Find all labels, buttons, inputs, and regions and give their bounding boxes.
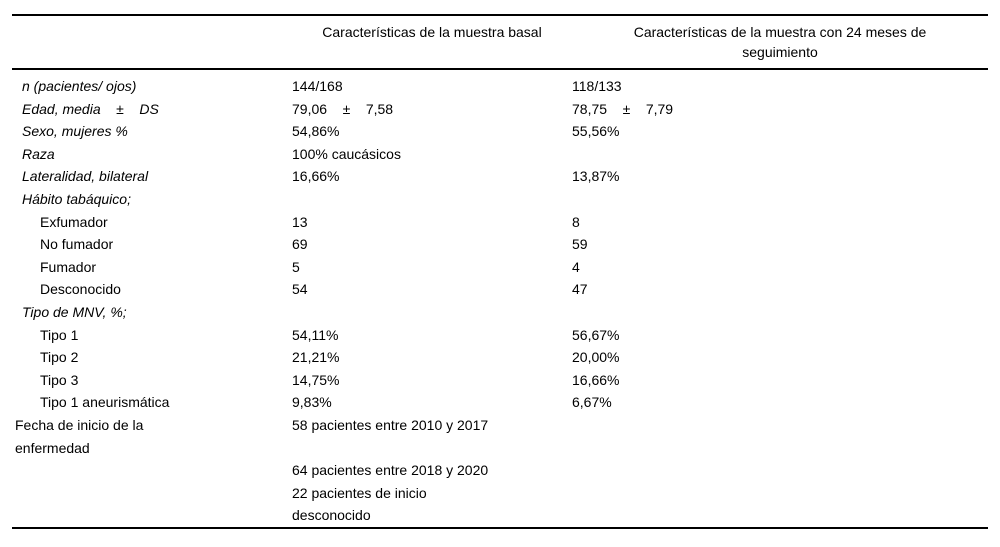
column-header-seguimiento-label: Características de la muestra con 24 mes…: [633, 24, 927, 60]
basal-value: 13: [292, 213, 308, 230]
row-label: No fumador: [40, 236, 114, 253]
table-row-fecha-inicio: Fecha de inicio de la enfermedad 58 paci…: [12, 414, 988, 459]
row-label: [12, 459, 292, 482]
basal-value: 58 pacientes entre 2010 y 2017: [292, 416, 489, 433]
seguimiento-value: 59: [572, 236, 588, 253]
seguimiento-value: 16,66%: [572, 371, 620, 388]
basal-value: 9,83%: [292, 394, 332, 411]
table-row-fecha-inicio-2: 64 pacientes entre 2018 y 2020: [12, 459, 988, 482]
table-row-exfumador: Exfumador 13 8: [12, 211, 988, 234]
seguimiento-value: [572, 301, 988, 324]
sample-characteristics-table: Características de la muestra basal Cara…: [12, 14, 988, 529]
table-row-sexo: Sexo, mujeres % 54,86% 55,56%: [12, 120, 988, 143]
seguimiento-value: 47: [572, 281, 588, 298]
row-label: Exfumador: [40, 213, 108, 230]
row-label: Desconocido: [40, 281, 121, 298]
seguimiento-value: 6,67%: [572, 394, 612, 411]
header-row: Características de la muestra basal Cara…: [12, 15, 988, 69]
row-label: Tipo de MNV, %;: [22, 303, 127, 320]
basal-value: 100% caucásicos: [292, 145, 401, 162]
basal-value: 54,11%: [292, 326, 339, 343]
basal-value: 79,06 ± 7,58: [292, 100, 394, 117]
seguimiento-value: 8: [572, 213, 580, 230]
table-row-desconocido: Desconocido 54 47: [12, 278, 988, 301]
table-row-no-fumador: No fumador 69 59: [12, 233, 988, 256]
table-row-tipo3: Tipo 3 14,75% 16,66%: [12, 369, 988, 392]
table-row-tipo2: Tipo 2 21,21% 20,00%: [12, 346, 988, 369]
row-label: Tipo 1: [40, 326, 79, 343]
basal-value: 16,66%: [292, 168, 340, 185]
table-row-habito-tabaquico: Hábito tabáquico;: [12, 188, 988, 211]
row-label: n (pacientes/ ojos): [22, 78, 137, 94]
table-row-fecha-inicio-3: 22 pacientes de inicio desconocido: [12, 482, 988, 528]
basal-value: 22 pacientes de inicio desconocido: [292, 484, 427, 524]
seguimiento-value: 78,75 ± 7,79: [572, 100, 674, 117]
seguimiento-value: [572, 414, 988, 459]
row-label: Edad, media ± DS: [22, 100, 159, 117]
table-row-tipo1-aneurismatica: Tipo 1 aneurismática 9,83% 6,67%: [12, 391, 988, 414]
row-label: Hábito tabáquico;: [22, 190, 131, 207]
table-row-edad: Edad, media ± DS 79,06 ± 7,58 78,75 ± 7,…: [12, 98, 988, 121]
row-label: Fecha de inicio de la enfermedad: [15, 416, 144, 456]
basal-value: 54: [292, 281, 308, 298]
seguimiento-value: 55,56%: [572, 123, 620, 140]
basal-value: [292, 188, 572, 211]
row-label: Tipo 2: [40, 349, 79, 366]
row-label: Fumador: [40, 258, 97, 275]
seguimiento-value: [572, 188, 988, 211]
column-header-basal-label: Características de la muestra basal: [322, 24, 542, 40]
table-row-n: n (pacientes/ ojos) 144/168 118/133: [12, 69, 988, 98]
table-row-tipo1: Tipo 1 54,11% 56,67%: [12, 324, 988, 347]
header-empty-cell: [12, 15, 292, 69]
basal-value: 64 pacientes entre 2018 y 2020: [292, 462, 489, 479]
column-header-basal: Características de la muestra basal: [292, 15, 572, 69]
row-label: Tipo 1 aneurismática: [40, 394, 170, 411]
row-label: Raza: [22, 145, 55, 162]
basal-value: 14,75%: [292, 371, 340, 388]
seguimiento-value: [572, 143, 988, 166]
seguimiento-value: 118/133: [572, 78, 622, 94]
table-row-raza: Raza 100% caucásicos: [12, 143, 988, 166]
seguimiento-value: [572, 482, 988, 528]
row-label: Tipo 3: [40, 371, 79, 388]
row-label: Lateralidad, bilateral: [22, 168, 149, 185]
row-label: Sexo, mujeres %: [22, 123, 128, 140]
seguimiento-value: 4: [572, 258, 580, 275]
row-label: [12, 482, 292, 528]
basal-value: 144/168: [292, 78, 343, 94]
seguimiento-value: 13,87%: [572, 168, 620, 185]
table-row-lateralidad: Lateralidad, bilateral 16,66% 13,87%: [12, 165, 988, 188]
basal-value: 69: [292, 236, 308, 253]
table-row-tipo-mnv: Tipo de MNV, %;: [12, 301, 988, 324]
basal-value: 5: [292, 258, 300, 275]
table-row-fumador: Fumador 5 4: [12, 256, 988, 279]
basal-value: 54,86%: [292, 123, 340, 140]
basal-value: 21,21%: [292, 349, 340, 366]
seguimiento-value: [572, 459, 988, 482]
column-header-seguimiento: Características de la muestra con 24 mes…: [572, 15, 988, 69]
basal-value: [292, 301, 572, 324]
seguimiento-value: 56,67%: [572, 326, 620, 343]
seguimiento-value: 20,00%: [572, 349, 620, 366]
